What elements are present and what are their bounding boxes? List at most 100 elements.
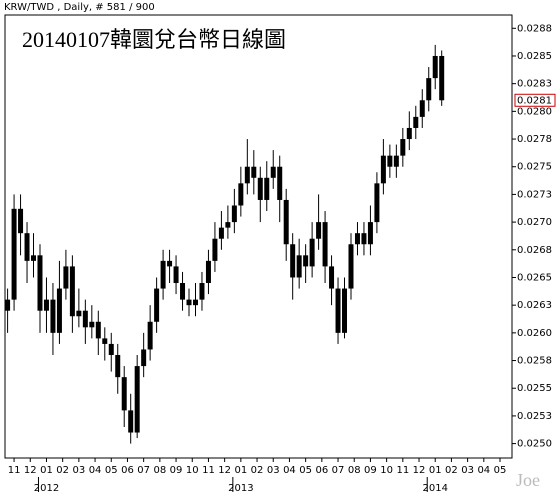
x-tick-label: 07: [137, 465, 150, 476]
x-tick-label: 11: [8, 465, 21, 476]
x-tick-label: 10: [380, 465, 393, 476]
last-price-box: [514, 93, 556, 107]
candle-body: [238, 183, 244, 206]
candle-body: [296, 255, 302, 278]
x-tick-label: 08: [348, 465, 361, 476]
candle-body: [212, 238, 218, 261]
y-tick-label: 0.0258: [517, 356, 552, 367]
y-tick-label: 0.0288: [517, 23, 552, 34]
x-tick-label: 06: [315, 465, 328, 476]
year-label: 2014: [422, 483, 447, 494]
candle-body: [426, 78, 432, 101]
year-label: 2012: [34, 483, 59, 494]
y-tick-label: 0.0278: [517, 134, 552, 145]
y-tick-label: 0.0273: [517, 189, 552, 200]
candle-body: [205, 260, 211, 284]
y-tick-label: 0.0275: [517, 162, 552, 173]
x-tick-label: 08: [153, 465, 166, 476]
candle-body: [186, 299, 192, 306]
candle-body: [141, 349, 147, 367]
x-tick-label: 09: [170, 465, 183, 476]
candle-body: [63, 266, 69, 289]
candle-body: [121, 377, 127, 411]
candle-body: [218, 227, 224, 239]
candle-body: [335, 288, 341, 333]
x-tick-label: 11: [396, 465, 409, 476]
y-tick-label: 0.0285: [517, 51, 552, 62]
candle-body: [82, 310, 88, 328]
candle-body: [432, 55, 438, 79]
candle-body: [102, 338, 108, 344]
y-tick-label: 0.0263: [517, 300, 552, 311]
chart-title: 20140107韓圜兌台幣日線圖: [22, 27, 286, 52]
x-tick-label: 05: [299, 465, 312, 476]
candle-body: [37, 255, 43, 311]
candle-body: [342, 288, 348, 333]
y-tick-label: 0.0270: [517, 217, 552, 228]
x-tick-label: 12: [24, 465, 37, 476]
x-tick-label: 07: [332, 465, 345, 476]
candle-body: [24, 233, 30, 261]
candle-body: [5, 299, 11, 311]
last-price-label: 0.0281: [517, 95, 552, 106]
candle-body: [180, 283, 186, 300]
candle-body: [283, 199, 289, 245]
candle-body: [419, 100, 425, 117]
x-tick-label: 05: [494, 465, 507, 476]
y-tick-label: 0.0268: [517, 245, 552, 256]
candle-body: [69, 266, 75, 317]
y-tick-label: 0.0280: [517, 106, 552, 117]
x-tick-label: 09: [364, 465, 377, 476]
x-tick-label: 03: [461, 465, 474, 476]
candle-body: [277, 166, 283, 200]
candle-body: [387, 155, 393, 167]
candle-body: [199, 283, 205, 300]
x-tick-label: 03: [72, 465, 85, 476]
candle-body: [329, 266, 335, 289]
plot-frame: [4, 14, 513, 459]
candle-body: [76, 310, 82, 317]
candle-body: [147, 321, 153, 350]
x-tick-label: 01: [40, 465, 53, 476]
candle-body: [309, 238, 315, 267]
x-tick-label: 10: [186, 465, 199, 476]
x-tick-label: 01: [234, 465, 247, 476]
x-tick-label: 02: [251, 465, 264, 476]
candle-body: [225, 222, 231, 228]
x-tick-label: 06: [121, 465, 134, 476]
candle-body: [128, 410, 134, 433]
candle-body: [167, 260, 173, 267]
candle-body: [400, 139, 406, 156]
candle-body: [322, 222, 328, 267]
candle-body: [367, 222, 373, 245]
candle-body: [348, 244, 354, 289]
candle-body: [290, 244, 296, 278]
candle-body: [413, 116, 419, 128]
candle-body: [56, 288, 62, 333]
candle-body: [95, 321, 101, 339]
candle-body: [134, 366, 140, 433]
year-label: 2013: [228, 483, 253, 494]
x-tick-label: 02: [56, 465, 69, 476]
y-tick-label: 0.0253: [517, 411, 552, 422]
candle-body: [108, 343, 114, 356]
x-tick-label: 01: [429, 465, 442, 476]
candle-body: [31, 255, 37, 261]
candle-body: [270, 166, 276, 178]
candle-body: [18, 208, 24, 234]
x-tick-label: 12: [218, 465, 231, 476]
candle-body: [303, 255, 309, 267]
x-tick-label: 04: [283, 465, 296, 476]
candle-body: [192, 299, 198, 306]
candle-body: [380, 155, 386, 184]
candle-body: [231, 205, 237, 223]
candle-body: [43, 299, 49, 311]
y-tick-label: 0.0250: [517, 439, 552, 450]
candle-body: [264, 177, 270, 200]
candle-body: [89, 321, 95, 328]
x-tick-label: 04: [477, 465, 490, 476]
candle-body: [173, 266, 179, 284]
candle-body: [316, 222, 322, 239]
x-tick-label: 04: [89, 465, 102, 476]
